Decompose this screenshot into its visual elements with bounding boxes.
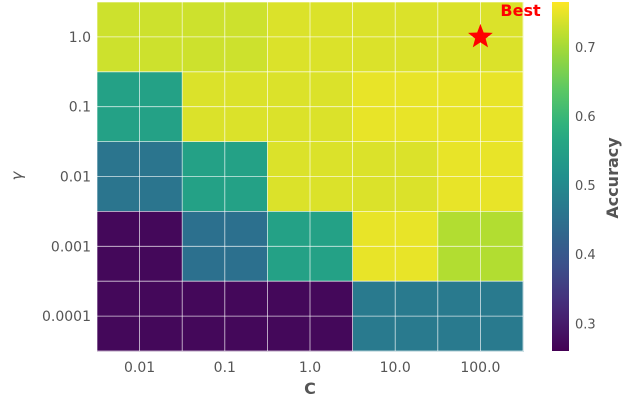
y-tick-label: 0.001	[51, 239, 91, 255]
y-tick-label: 0.01	[60, 170, 91, 186]
colorbar: 0.3 0.4 0.5 0.6 0.7	[552, 2, 596, 351]
best-marker: Best	[468, 1, 541, 48]
colorbar-tick-label: 0.4	[575, 248, 596, 263]
colorbar-tick-label: 0.7	[575, 41, 596, 56]
best-star-icon	[468, 23, 493, 48]
gridlines	[96, 1, 524, 352]
x-tick-label: 1.0	[299, 360, 321, 376]
x-axis-label: C	[304, 379, 316, 398]
x-tick-label: 0.01	[124, 360, 155, 376]
colorbar-gradient	[552, 2, 569, 351]
x-tick-label: 0.1	[214, 360, 236, 376]
x-tick-label: 100.0	[460, 360, 500, 376]
y-axis-label: γ	[8, 170, 26, 180]
y-tick-label: 0.0001	[42, 309, 91, 325]
best-label: Best	[500, 1, 541, 20]
y-tick-label: 0.1	[69, 100, 91, 116]
x-tick-label: 10.0	[380, 360, 411, 376]
x-tick-labels: 0.01 0.1 1.0 10.0 100.0	[124, 360, 500, 376]
y-tick-labels: 1.0 0.1 0.01 0.001 0.0001	[42, 30, 91, 325]
y-tick-label: 1.0	[69, 30, 91, 46]
colorbar-tick-label: 0.3	[575, 317, 596, 332]
colorbar-tick-label: 0.5	[575, 179, 596, 194]
colorbar-tick-label: 0.6	[575, 110, 596, 125]
colorbar-label: Accuracy	[603, 137, 622, 219]
